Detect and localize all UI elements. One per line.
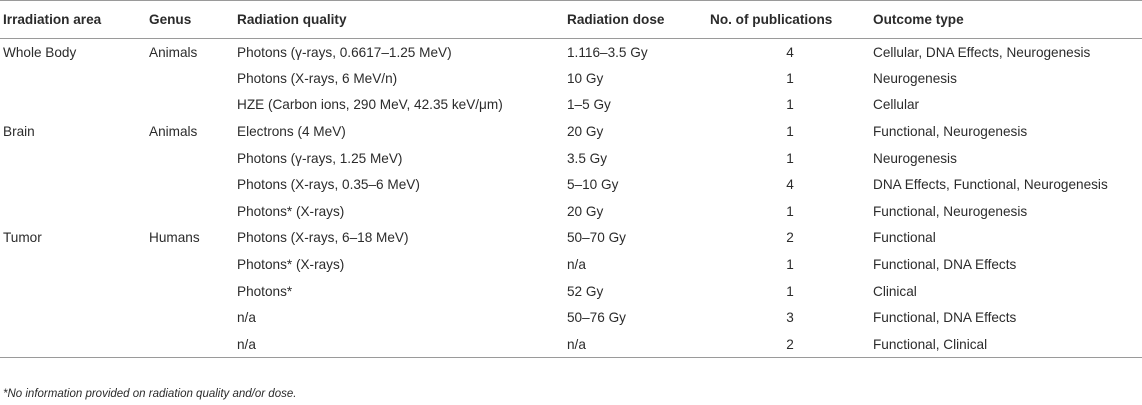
cell-radiation-quality: Photons* bbox=[237, 283, 293, 299]
cell-radiation-quality: HZE (Carbon ions, 290 MeV, 42.35 keV/μm) bbox=[237, 97, 503, 113]
cell-genus bbox=[149, 171, 237, 198]
cell-genus bbox=[149, 304, 237, 331]
cell-outcome-type: Functional bbox=[873, 230, 936, 246]
cell-outcome-type: Functional, Neurogenesis bbox=[873, 124, 1028, 140]
table-row: n/a n/a 2 Functional, Clinical bbox=[0, 331, 1142, 359]
cell-radiation-dose: 5–10 Gy bbox=[567, 177, 619, 193]
cell-radiation-quality: Photons* (X-rays) bbox=[237, 203, 345, 219]
table-row: n/a 50–76 Gy 3 Functional, DNA Effects bbox=[0, 304, 1142, 331]
cell-radiation-dose: 20 Gy bbox=[567, 124, 604, 140]
table-row: Photons* 52 Gy 1 Clinical bbox=[0, 278, 1142, 305]
cell-radiation-dose: n/a bbox=[567, 331, 707, 359]
cell-outcome-type: Functional, Clinical bbox=[873, 331, 1142, 359]
publications-table: Irradiation area Genus Radiation quality… bbox=[0, 0, 1142, 359]
table-footnote: *No information provided on radiation qu… bbox=[3, 388, 297, 400]
cell-irradiation-area bbox=[0, 198, 149, 225]
cell-radiation-dose: 1–5 Gy bbox=[567, 97, 611, 113]
header-irradiation-area: Irradiation area bbox=[0, 0, 149, 39]
cell-irradiation-area bbox=[0, 171, 149, 198]
cell-genus bbox=[149, 92, 237, 119]
cell-radiation-quality: Photons (X-rays, 6–18 MeV) bbox=[237, 230, 409, 246]
table-row: Whole Body Animals Photons (γ-rays, 0.6617… bbox=[0, 39, 1142, 66]
cell-genus bbox=[149, 145, 237, 172]
cell-genus bbox=[149, 278, 237, 305]
cell-radiation-quality: Photons (X-rays, 0.35–6 MeV) bbox=[237, 177, 420, 193]
cell-irradiation-area: Whole Body bbox=[3, 44, 77, 60]
header-genus: Genus bbox=[149, 0, 237, 39]
cell-outcome-type: Functional, Neurogenesis bbox=[873, 203, 1028, 219]
cell-irradiation-area: Brain bbox=[3, 124, 35, 140]
cell-radiation-quality: Photons (X-rays, 6 MeV/n) bbox=[237, 70, 398, 86]
cell-radiation-quality: Photons* (X-rays) bbox=[237, 257, 345, 273]
table-row: Photons (γ-rays, 1.25 MeV) 3.5 Gy 1 Neuroge… bbox=[0, 145, 1142, 172]
cell-no-of-publications: 1 bbox=[786, 283, 794, 299]
table-header: Irradiation area Genus Radiation quality… bbox=[0, 0, 1142, 39]
cell-radiation-quality: Photons (γ-rays, 1.25 MeV) bbox=[237, 150, 403, 166]
cell-outcome-type: Cellular bbox=[873, 97, 920, 113]
cell-no-of-publications: 1 bbox=[786, 257, 794, 273]
cell-irradiation-area bbox=[0, 65, 149, 92]
cell-irradiation-area bbox=[0, 92, 149, 119]
cell-radiation-dose: 50–70 Gy bbox=[567, 230, 626, 246]
cell-irradiation-area bbox=[0, 331, 149, 359]
cell-radiation-quality: Photons (γ-rays, 0.6617–1.25 MeV) bbox=[237, 44, 452, 60]
cell-no-of-publications: 1 bbox=[786, 150, 794, 166]
header-radiation-dose: Radiation dose bbox=[567, 0, 707, 39]
cell-genus: Animals bbox=[149, 124, 198, 140]
cell-genus bbox=[149, 198, 237, 225]
table-row: Photons (X-rays, 0.35–6 MeV) 5–10 Gy 4 DNA … bbox=[0, 171, 1142, 198]
cell-irradiation-area: Tumor bbox=[3, 230, 42, 246]
cell-irradiation-area bbox=[0, 304, 149, 331]
cell-radiation-dose: 50–76 Gy bbox=[567, 310, 626, 326]
table-row: Photons* (X-rays) 20 Gy 1 Functional, Neuro… bbox=[0, 198, 1142, 225]
header-outcome-type: Outcome type bbox=[873, 0, 1142, 39]
cell-outcome-type: Neurogenesis bbox=[873, 150, 957, 166]
cell-no-of-publications: 4 bbox=[786, 177, 794, 193]
cell-no-of-publications: 1 bbox=[786, 97, 794, 113]
table-row: Photons (X-rays, 6 MeV/n) 10 Gy 1 Neurogene… bbox=[0, 65, 1142, 92]
cell-genus: Animals bbox=[149, 44, 198, 60]
cell-radiation-quality: n/a bbox=[237, 331, 567, 359]
header-radiation-quality: Radiation quality bbox=[237, 0, 567, 39]
cell-radiation-dose: 10 Gy bbox=[567, 70, 604, 86]
cell-irradiation-area bbox=[0, 278, 149, 305]
cell-no-of-publications: 1 bbox=[786, 203, 794, 219]
header-row: Irradiation area Genus Radiation quality… bbox=[0, 0, 1142, 39]
cell-outcome-type: Neurogenesis bbox=[873, 70, 957, 86]
cell-no-of-publications: 1 bbox=[786, 124, 794, 140]
cell-outcome-type: Clinical bbox=[873, 283, 917, 299]
table-body: Whole Body Animals Photons (γ-rays, 0.6617… bbox=[0, 39, 1142, 359]
cell-outcome-type: Functional, DNA Effects bbox=[873, 257, 1017, 273]
table-row: Brain Animals Electrons (4 MeV) 20 Gy 1 Funct… bbox=[0, 118, 1142, 145]
cell-radiation-dose: 1.116–3.5 Gy bbox=[567, 44, 648, 60]
cell-genus bbox=[149, 331, 237, 359]
cell-genus: Humans bbox=[149, 230, 200, 246]
cell-radiation-dose: n/a bbox=[567, 257, 586, 273]
cell-radiation-dose: 3.5 Gy bbox=[567, 150, 608, 166]
cell-genus bbox=[149, 65, 237, 92]
cell-no-of-publications: 4 bbox=[786, 44, 794, 60]
cell-radiation-dose: 52 Gy bbox=[567, 283, 604, 299]
cell-no-of-publications: 2 bbox=[786, 230, 794, 246]
table-row: HZE (Carbon ions, 290 MeV, 42.35 keV/μm)… bbox=[0, 92, 1142, 119]
cell-irradiation-area bbox=[0, 145, 149, 172]
cell-no-of-publications: 2 bbox=[707, 331, 873, 359]
cell-irradiation-area bbox=[0, 251, 149, 278]
cell-no-of-publications: 1 bbox=[786, 70, 794, 86]
cell-outcome-type: Functional, DNA Effects bbox=[873, 310, 1017, 326]
table-row: Photons* (X-rays) n/a 1 Functional, DNA Eff… bbox=[0, 251, 1142, 278]
cell-radiation-dose: 20 Gy bbox=[567, 203, 604, 219]
cell-genus bbox=[149, 251, 237, 278]
header-no-of-publications: No. of publications bbox=[707, 0, 873, 39]
cell-outcome-type: DNA Effects, Functional, Neurogenesis bbox=[873, 177, 1108, 193]
cell-outcome-type: Cellular, DNA Effects, Neurogenesis bbox=[873, 44, 1091, 60]
cell-radiation-quality: Electrons (4 MeV) bbox=[237, 124, 346, 140]
table-row: Tumor Humans Photons (X-rays, 6–18 MeV) 50–… bbox=[0, 225, 1142, 252]
cell-radiation-quality: n/a bbox=[237, 310, 256, 326]
cell-no-of-publications: 3 bbox=[786, 310, 794, 326]
